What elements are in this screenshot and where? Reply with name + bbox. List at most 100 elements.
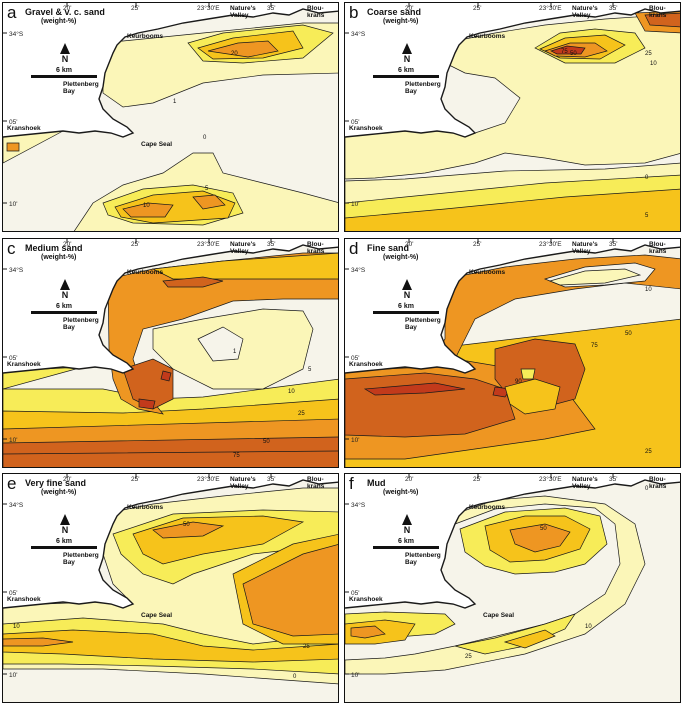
lat-tick-label: 10' (351, 201, 360, 208)
scale-bar-line (31, 546, 97, 549)
contour-label: 25 (645, 51, 652, 57)
panel-title: Gravel & v. c. sand (25, 7, 105, 17)
place-natures-valley: Nature's Valley (230, 241, 256, 255)
lon-tick-label: 35' (609, 5, 618, 12)
contour-label: 10 (143, 203, 150, 209)
panel-subtitle: (weight-%) (41, 18, 77, 25)
lon-tick-label: 23°30'E (197, 476, 220, 483)
place-kranshoek: Kranshoek (7, 596, 41, 603)
lon-tick-label: 35' (267, 241, 276, 248)
north-arrow-icon (402, 514, 412, 525)
north-label: N (403, 54, 411, 64)
contour-label: 25 (303, 644, 310, 650)
lat-tick-label: 10' (351, 672, 360, 679)
place-plettenberg-bay: Plettenberg Bay (63, 81, 99, 95)
lon-tick-label: 25' (473, 241, 482, 248)
contour-zone-12 (160, 370, 172, 382)
map-panel-f: f Mud (weight-%) N 6 km 20' 25' 23°30'E 35' 34°S 0… (344, 473, 681, 703)
contour-zone-14 (162, 276, 224, 288)
scale-bar: 6 km (373, 538, 439, 549)
lon-tick-label: 35' (609, 241, 618, 248)
panel-title: Medium sand (25, 243, 83, 253)
lat-tick-label: 05' (9, 355, 18, 362)
contour-label: 0 (203, 135, 207, 141)
panel-subtitle: (weight-%) (383, 18, 419, 25)
contour-zone-3 (454, 613, 576, 655)
lat-tick-label: 05' (9, 590, 18, 597)
land-area (3, 239, 338, 373)
scale-label: 6 km (398, 303, 414, 310)
lon-tick-label: 25' (473, 476, 482, 483)
north-arrow: N (55, 279, 75, 300)
map-f (345, 474, 680, 702)
lon-tick-label: 20' (405, 5, 414, 12)
place-plettenberg-bay: Plettenberg Bay (405, 552, 441, 566)
north-label: N (61, 54, 69, 64)
scale-label: 6 km (398, 67, 414, 74)
map-a (3, 3, 338, 231)
north-arrow: N (55, 514, 75, 535)
place-keurbooms: Keurbooms (127, 269, 164, 276)
scale-bar: 6 km (373, 303, 439, 314)
lon-tick-label: 20' (63, 476, 72, 483)
contour-zone-8 (503, 629, 556, 649)
map-panel-d: d Fine sand (weight-%) N 6 km 20' 25' 23°30'E 35… (344, 238, 681, 468)
contour-label: 0 (645, 175, 649, 181)
contour-zone-4 (363, 382, 466, 396)
panel-title: Mud (367, 478, 386, 488)
place-natures-valley: Nature's Valley (572, 5, 598, 19)
contour-label: 75 (591, 343, 598, 349)
place-kranshoek: Kranshoek (349, 596, 383, 603)
contour-zone-7 (107, 252, 338, 415)
scale-label: 6 km (398, 538, 414, 545)
land-area (3, 3, 338, 137)
contour-zone-9 (644, 12, 680, 28)
contour-label: 50 (625, 331, 632, 337)
place-plettenberg-bay: Plettenberg Bay (405, 317, 441, 331)
lat-tick-label: 10' (351, 437, 360, 444)
contour-label: 25 (465, 654, 472, 660)
place-cape-seal: Cape Seal (483, 612, 515, 619)
contour-zone-8 (122, 202, 174, 218)
lat-tick-label: 34°S (351, 31, 366, 38)
panel-letter: a (7, 3, 17, 22)
lon-tick-label: 20' (405, 241, 414, 248)
place-bloukrans: Blou-krans (307, 476, 325, 490)
contour-label: 1 (233, 349, 237, 355)
lon-tick-label: 23°30'E (197, 5, 220, 12)
place-natures-valley: Nature's Valley (572, 476, 598, 490)
place-natures-valley: Nature's Valley (230, 476, 256, 490)
coastline (3, 8, 338, 138)
north-arrow-icon (402, 279, 412, 290)
place-natures-valley: Nature's Valley (572, 241, 598, 255)
map-panel-a: a Gravel & v. c. sand (weight-%) N 6 km 20' 25… (2, 2, 339, 232)
map-panel-b: b Coarse sand (weight-%) N 6 km 20' 25' 23°30'E… (344, 2, 681, 232)
land-area (3, 474, 338, 608)
coastline (345, 244, 680, 374)
panel-letter: e (7, 474, 17, 493)
contour-label: 75 (233, 453, 240, 459)
contour-label: 0 (645, 486, 649, 492)
scale-bar-line (373, 546, 439, 549)
contour-zone-11 (122, 358, 174, 410)
place-cape-seal: Cape Seal (141, 612, 173, 619)
contour-zone-6 (242, 544, 338, 637)
land-area (345, 474, 680, 608)
contour-zone-0 (345, 495, 646, 675)
lat-tick-label: 05' (351, 355, 360, 362)
lon-tick-label: 20' (405, 476, 414, 483)
scale-bar: 6 km (31, 538, 97, 549)
place-bloukrans: Blou-krans (649, 476, 667, 490)
contour-label: 75 (561, 49, 568, 55)
scale-bar: 6 km (31, 303, 97, 314)
panel-subtitle: (weight-%) (383, 254, 419, 261)
contour-zone-7 (520, 368, 536, 380)
contour-zone-9 (192, 194, 226, 210)
scale-bar: 6 km (31, 67, 97, 78)
north-label: N (61, 290, 69, 300)
contour-zone-8 (3, 637, 74, 647)
north-arrow-icon (60, 279, 70, 290)
lat-tick-label: 34°S (9, 31, 24, 38)
contour-zone-7 (152, 521, 225, 539)
land-area (345, 239, 680, 373)
